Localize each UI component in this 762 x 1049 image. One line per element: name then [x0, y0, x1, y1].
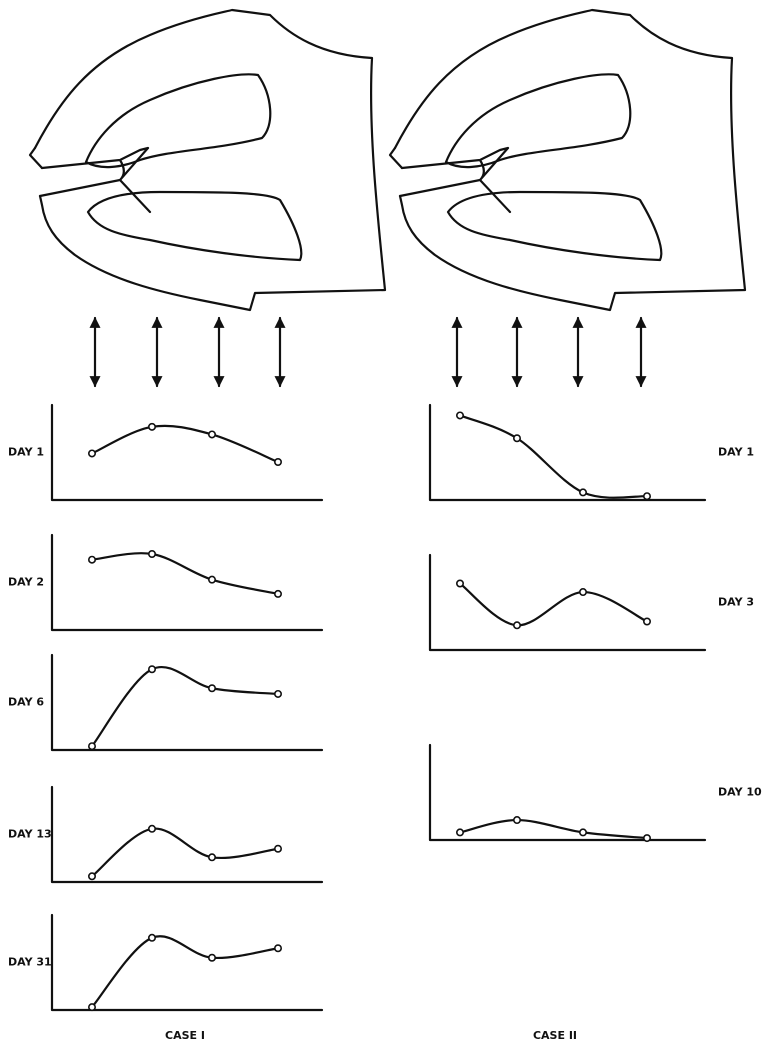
data-point [275, 591, 281, 597]
data-point [209, 854, 215, 860]
data-point [89, 1004, 95, 1010]
curve [92, 936, 278, 1007]
curve [460, 584, 647, 626]
day-label: DAY 1 [8, 446, 44, 459]
axis [52, 535, 322, 630]
day-label: DAY 10 [718, 786, 762, 799]
curve [92, 553, 278, 594]
day-label: DAY 2 [8, 576, 44, 589]
data-point [149, 935, 155, 941]
data-point [514, 435, 520, 441]
data-point [457, 580, 463, 586]
data-point [149, 551, 155, 557]
axis [430, 745, 705, 840]
case-label: CASE I [165, 1029, 205, 1042]
data-point [457, 829, 463, 835]
curve [92, 426, 278, 462]
data-point [89, 450, 95, 456]
axis [52, 655, 322, 750]
data-point [644, 835, 650, 841]
data-point [580, 589, 586, 595]
axis [52, 787, 322, 882]
day-label: DAY 31 [8, 956, 52, 969]
axis [430, 555, 705, 650]
data-point [275, 846, 281, 852]
curve [460, 820, 647, 838]
data-point [89, 557, 95, 563]
arrows [95, 318, 641, 386]
data-point [644, 493, 650, 499]
day-label: DAY 3 [718, 596, 754, 609]
data-point [149, 826, 155, 832]
case-label: CASE II [533, 1029, 577, 1042]
curve [92, 667, 278, 746]
axis [52, 915, 322, 1010]
data-point [149, 424, 155, 430]
data-point [580, 829, 586, 835]
data-point [209, 431, 215, 437]
data-point [209, 576, 215, 582]
figure: CASE I CASE II DAY 1 DAY 2 DAY 6 DAY 13 DAY … [0, 0, 762, 1049]
data-point [457, 412, 463, 418]
lung-diagram [30, 10, 385, 310]
data-point [275, 691, 281, 697]
curve [92, 829, 278, 877]
data-point [514, 817, 520, 823]
curve [460, 415, 647, 497]
lung-diagram [390, 10, 745, 310]
day-label: DAY 13 [8, 828, 52, 841]
data-point [209, 685, 215, 691]
data-point [89, 743, 95, 749]
data-point [275, 945, 281, 951]
data-point [644, 618, 650, 624]
data-point [89, 873, 95, 879]
data-point [514, 622, 520, 628]
day-label: DAY 6 [8, 696, 44, 709]
day-label: DAY 1 [718, 446, 754, 459]
data-point [275, 459, 281, 465]
data-point [149, 666, 155, 672]
data-point [580, 489, 586, 495]
data-point [209, 955, 215, 961]
